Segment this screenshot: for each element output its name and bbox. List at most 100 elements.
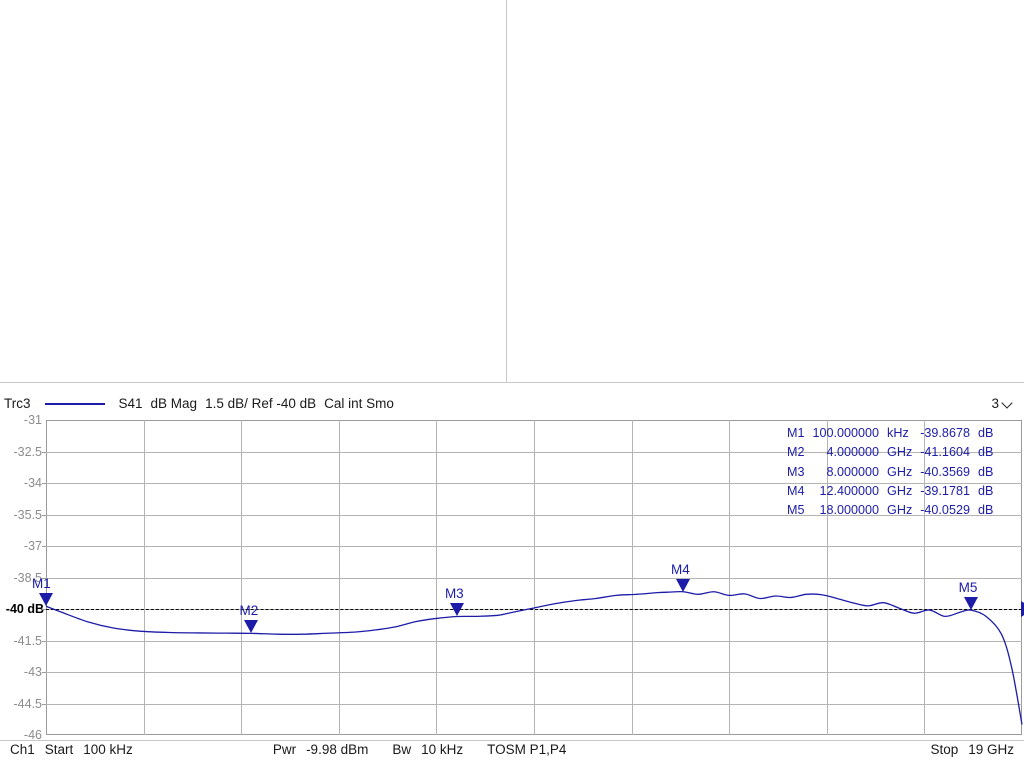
marker-row[interactable]: M5 18.000000 GHz 1.158 U	[268, 111, 466, 130]
marker-triangle-icon	[963, 597, 978, 611]
power-value-trc3[interactable]: -9.98 dBm	[306, 742, 369, 757]
chevron-down-icon[interactable]	[485, 8, 496, 19]
y-tick-label: -34	[23, 476, 42, 490]
diagram-area-trc1[interactable]: Trc1 S11 SWR 100 mU/ Ref 1.45 U Cal int …	[0, 0, 516, 382]
y-tick-label: -35.5	[13, 507, 43, 522]
trace-scale-ref-trc2[interactable]: 100 mU/ Ref 1.45 U	[706, 6, 826, 21]
start-value-trc1[interactable]: 100 kHz	[83, 352, 133, 367]
marker-value: 1.033	[413, 93, 445, 108]
window-selector-trc1[interactable]: 1	[473, 6, 506, 21]
chevron-down-icon[interactable]	[1003, 398, 1014, 409]
start-label-trc1[interactable]: Start	[44, 352, 74, 367]
channel-bar-trc3[interactable]: Ch1 Start 100 kHz Pwr -9.98 dBm Bw 10 kH…	[0, 742, 1024, 768]
marker-triangle-icon	[244, 620, 259, 634]
gridline-vertical	[241, 420, 242, 735]
trace-format-trc2[interactable]: SWR	[666, 6, 699, 21]
y-tick-label: 1.25	[15, 243, 40, 258]
marker-row[interactable]: M3 8.000000 GHz 1.127 U	[780, 73, 978, 92]
marker-row[interactable]: M1 100.000000 kHz -39.8678 dB	[775, 424, 997, 443]
plot-trc3[interactable]: M1 M2 M3 M4 M5	[32, 420, 1024, 735]
power-label-trc1[interactable]: Pwr	[164, 352, 189, 367]
window-number-trc3: 3	[991, 396, 999, 411]
cal-kit-trc3[interactable]: TOSM P1,P4	[487, 742, 567, 757]
marker-frequency-unit: GHz	[887, 483, 913, 498]
channel-bar-trc1[interactable]: Ch1 Start 100 kHz Pwr -9.98 dBm Stop 19 …	[0, 352, 506, 378]
start-label-trc2[interactable]: Start	[560, 352, 590, 367]
trace-parameter-trc3[interactable]: S41	[118, 396, 143, 411]
trace-scale-ref-trc3[interactable]: 1.5 dB/ Ref -40 dB	[205, 396, 317, 411]
marker-row[interactable]: M5 18.000000 GHz -40.0529 dB	[775, 501, 997, 520]
stop-value-trc1[interactable]: 19 GHz	[450, 352, 496, 367]
channel-label-trc3[interactable]: Ch1	[10, 742, 35, 757]
trace-cal-state-trc3[interactable]: Cal int Smo	[324, 396, 394, 411]
y-tick-label: 1.35	[531, 212, 556, 226]
y-tick-label: -46	[23, 728, 42, 742]
marker-row[interactable]: • M3 8.000000 GHz 1.018 U	[268, 73, 466, 92]
stop-value-trc2[interactable]: 19 GHz	[968, 352, 1014, 367]
channel-label-trc1[interactable]: Ch1	[10, 352, 35, 367]
marker-label: M4	[849, 217, 869, 233]
panel-divider-horizontal	[0, 382, 1024, 383]
trace-header-trc2[interactable]: Trc2 S44 SWR 100 mU/ Ref 1.45 U Cal int …	[516, 0, 1024, 27]
channel-label-trc2[interactable]: Ch1	[526, 352, 551, 367]
marker-row[interactable]: M4 12.400000 GHz -39.1781 dB	[775, 482, 997, 501]
trace-header-trc3[interactable]: Trc3 S41 dB Mag 1.5 dB/ Ref -40 dB Cal i…	[0, 390, 1024, 417]
trace-parameter-trc2[interactable]: S44	[634, 6, 659, 21]
bandwidth-label-trc3[interactable]: Bw	[392, 742, 412, 757]
power-label-trc2[interactable]: Pwr	[680, 352, 705, 367]
marker-table-trc2[interactable]: M1 100.000000 kHz 1.004 U M2 4.000000 GHz 1.147…	[780, 34, 978, 130]
gridline-vertical	[827, 420, 828, 735]
marker-row[interactable]: M2 4.000000 GHz 1.147 U	[780, 53, 978, 72]
marker-frequency-unit: kHz	[887, 426, 909, 440]
window-selector-trc2[interactable]: 2	[991, 6, 1024, 21]
marker-value: -39.8678	[920, 426, 970, 440]
power-label-trc3[interactable]: Pwr	[272, 742, 297, 757]
marker-row[interactable]: M1 100.000000 kHz 1.046 U	[268, 34, 466, 53]
marker-row[interactable]: M2 4.000000 GHz -41.1604 dB	[775, 443, 997, 462]
diagram-area-trc2[interactable]: Trc2 S44 SWR 100 mU/ Ref 1.45 U Cal int …	[516, 0, 1024, 382]
marker-dot-placeholder	[272, 92, 280, 111]
start-value-trc3[interactable]: 100 kHz	[83, 742, 133, 757]
marker-label: M2	[645, 252, 665, 268]
bandwidth-value-trc3[interactable]: 10 kHz	[421, 742, 464, 757]
stop-label-trc2[interactable]: Stop	[930, 352, 959, 367]
power-value-trc2[interactable]: -9.98 dBm	[714, 352, 777, 367]
stop-label-trc1[interactable]: Stop	[412, 352, 441, 367]
window-selector-trc3[interactable]: 3	[991, 396, 1024, 411]
chevron-down-icon[interactable]	[1003, 8, 1014, 19]
trace-scale-ref-trc1[interactable]: 100 mU/ Ref 1.45 U	[189, 6, 309, 21]
y-tick-label: 1.45 U	[5, 180, 42, 195]
marker-row[interactable]: M1 100.000000 kHz 1.004 U	[780, 34, 978, 53]
marker-id: M1	[780, 34, 814, 53]
marker-triangle-icon	[133, 275, 148, 289]
y-tick-mark	[42, 514, 47, 516]
marker-table-trc3[interactable]: M1 100.000000 kHz -39.8678 dB M2 4.000000 GHz -…	[775, 424, 997, 520]
marker-row[interactable]: M3 8.000000 GHz -40.3569 dB	[775, 463, 997, 482]
trace-format-trc1[interactable]: SWR	[149, 6, 182, 21]
marker-dot-placeholder	[784, 53, 792, 72]
marker-value-unit: U	[964, 113, 974, 128]
trace-parameter-trc1[interactable]: S11	[118, 6, 142, 21]
trace-format-trc3[interactable]: dB Mag	[150, 396, 198, 411]
trace-label-trc2[interactable]: Trc2	[520, 6, 547, 21]
marker-row[interactable]: M5 18.000000 GHz 1.241 U	[780, 111, 978, 130]
marker-row[interactable]: M4 12.400000 GHz 1.259 U	[780, 92, 978, 111]
marker-dot-placeholder	[272, 53, 280, 72]
marker-id-label: M2	[787, 445, 805, 460]
trace-label-trc1[interactable]: Trc1	[4, 6, 31, 21]
marker-table-trc1[interactable]: M1 100.000000 kHz 1.046 U M2 4.000000 GHz 1.129…	[268, 34, 466, 130]
stop-value-trc3[interactable]: 19 GHz	[968, 742, 1014, 757]
stop-label-trc3[interactable]: Stop	[930, 742, 959, 757]
trace-label-trc3[interactable]: Trc3	[4, 396, 31, 411]
power-value-trc1[interactable]: -9.98 dBm	[198, 352, 261, 367]
start-label-trc3[interactable]: Start	[44, 742, 74, 757]
marker-triangle-icon	[854, 234, 869, 248]
trace-cal-state-trc2[interactable]: Cal int Smo	[833, 6, 904, 21]
trace-header-trc1[interactable]: Trc1 S11 SWR 100 mU/ Ref 1.45 U Cal int …	[0, 0, 506, 27]
channel-bar-trc2[interactable]: Ch1 Start 100 kHz Pwr -9.98 dBm Stop 19 …	[516, 352, 1024, 378]
marker-row[interactable]: M2 4.000000 GHz 1.129 U	[268, 53, 466, 72]
marker-id-label: M3	[280, 74, 298, 89]
start-value-trc2[interactable]: 100 kHz	[599, 352, 649, 367]
trace-cal-state-trc1[interactable]: Cal int Smo	[316, 6, 387, 21]
marker-row[interactable]: M4 12.400000 GHz 1.033 U	[268, 92, 466, 111]
